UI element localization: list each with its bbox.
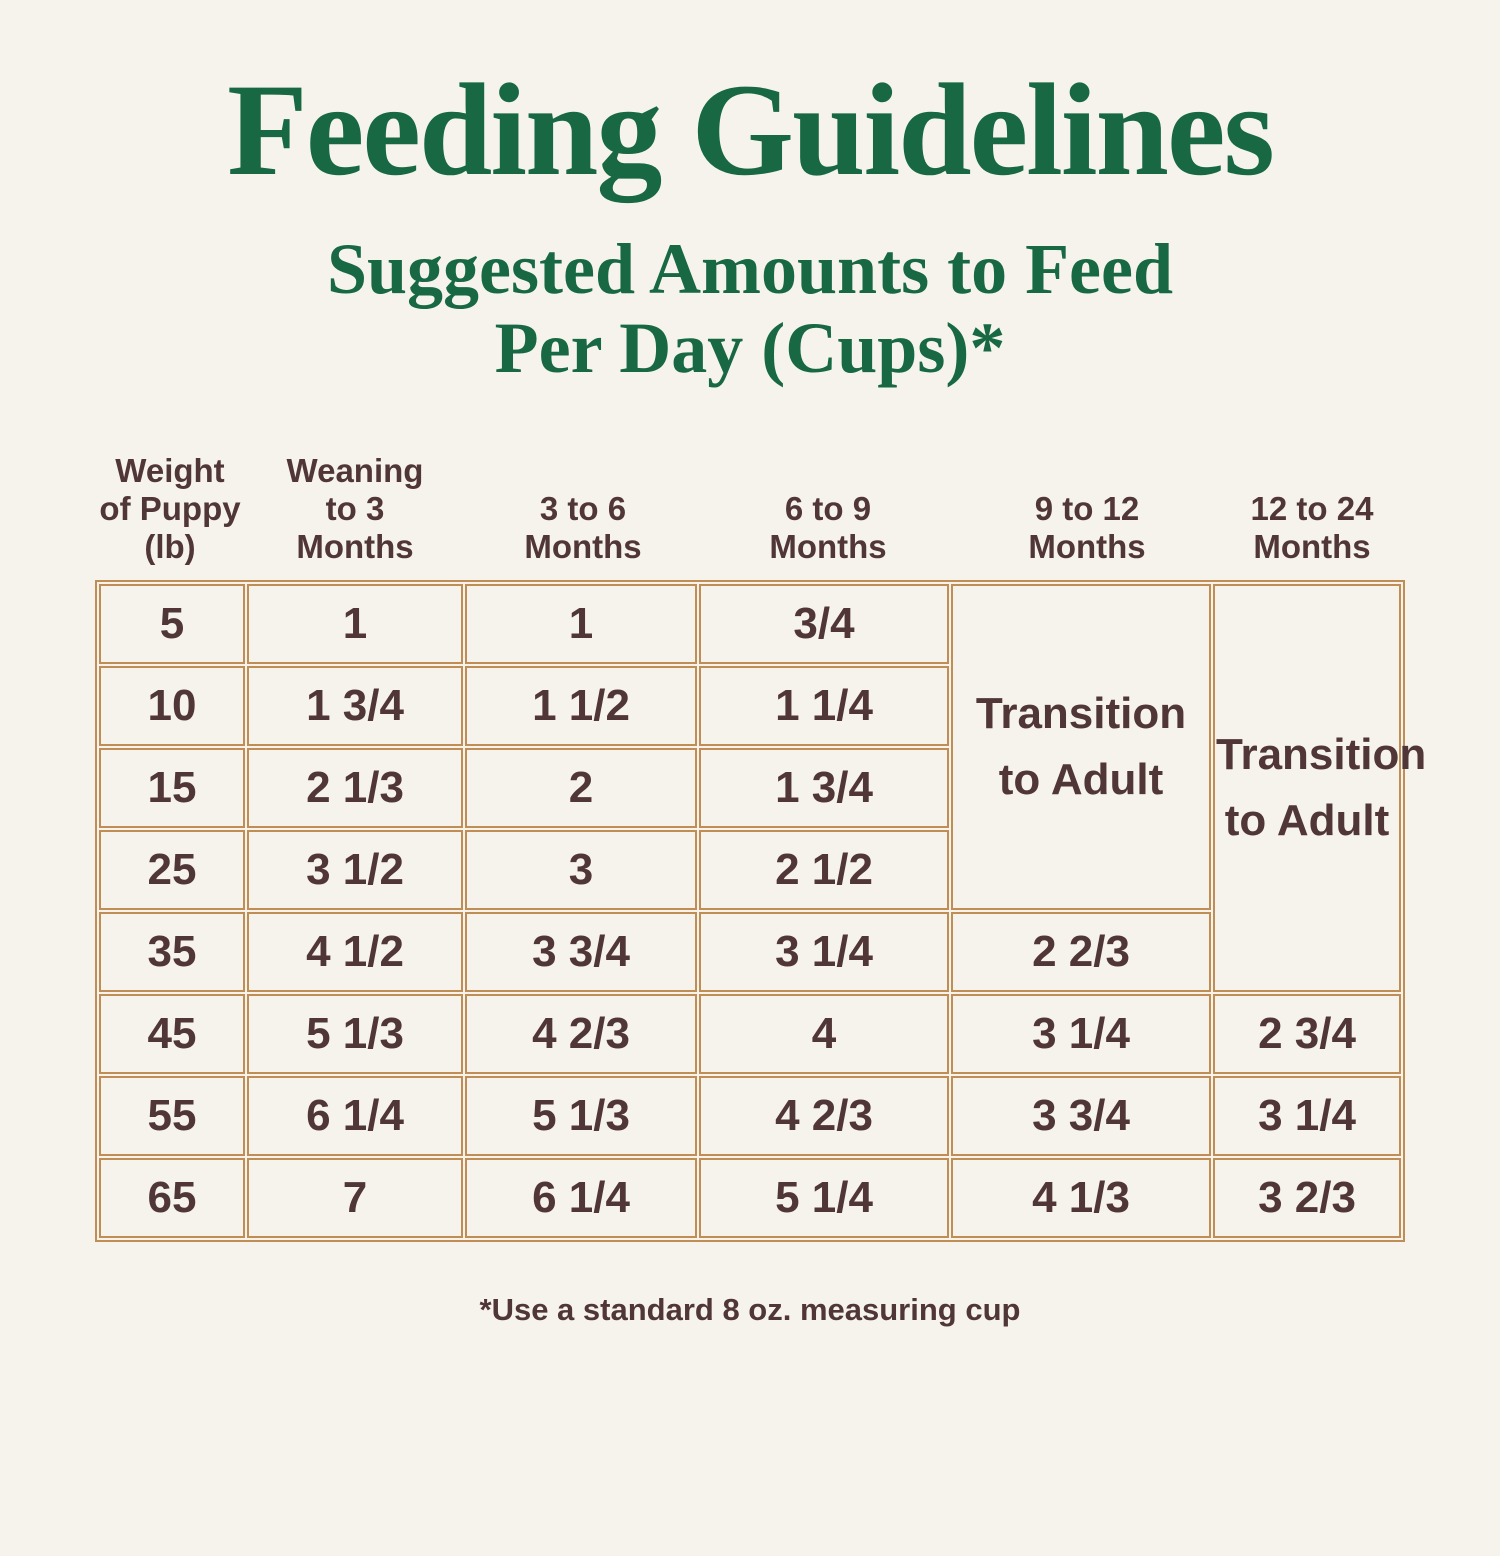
table-row: 15 2 1/3 2 1 3/4 [99,748,1401,829]
amount-cell: 3 2/3 [1213,1158,1401,1239]
amount-cell: 3 1/4 [699,912,949,993]
table-row: 25 3 1/2 3 2 1/2 [99,830,1401,911]
column-header-6-9-months: 6 to 9 Months [769,490,887,566]
page-title: Feeding Guidelines [227,56,1275,203]
column-header-weight: Weight of Puppy (lb) [99,452,241,566]
amount-cell: 4 1/2 [247,912,463,993]
amount-cell: 3 1/4 [951,994,1211,1075]
column-header-9-12-months: 9 to 12 Months [1028,490,1146,566]
transition-to-adult-cell-9-12: Transition to Adult [951,584,1211,911]
table-row: 5 1 1 3/4 Transition to Adult Transition… [99,584,1426,993]
table-row: 65 7 6 1/4 5 1/4 4 1/3 3 2/3 [99,1158,1401,1239]
amount-cell: 1 3/4 [699,748,949,829]
weight-cell: 25 [99,830,245,911]
amount-cell: 1 1/2 [465,666,697,747]
amount-cell: 1 [247,584,463,665]
amount-cell: 2 3/4 [1213,994,1401,1075]
amount-cell: 4 1/3 [951,1158,1211,1239]
amount-cell: 6 1/4 [247,1076,463,1157]
transition-to-adult-cell-12-24: Transition to Adult [1213,584,1426,993]
amount-cell: 3 3/4 [465,912,697,993]
amount-cell: 2 1/3 [247,748,463,829]
amount-cell: 4 [699,994,949,1075]
feeding-guidelines-card: Feeding Guidelines Suggested Amounts to … [0,56,1500,1328]
amount-cell: 6 1/4 [465,1158,697,1239]
amount-cell: 2 1/2 [699,830,949,911]
amount-cell: 3 [465,830,697,911]
table-row: 35 4 1/2 3 3/4 3 1/4 2 2/3 [99,912,1401,993]
amount-cell: 2 [465,748,697,829]
amount-cell: 3/4 [699,584,949,665]
weight-cell: 45 [99,994,245,1075]
weight-cell: 5 [99,584,245,665]
weight-cell: 55 [99,1076,245,1157]
table-row: 10 1 3/4 1 1/2 1 1/4 [99,666,1401,747]
weight-cell: 10 [99,666,245,747]
amount-cell: 1 1/4 [699,666,949,747]
amount-cell: 7 [247,1158,463,1239]
column-header-12-24-months: 12 to 24 Months [1250,490,1374,566]
amount-cell: 5 1/3 [247,994,463,1075]
table-header-row: Weight of Puppy (lb) Weaning to 3 Months… [95,452,1405,580]
amount-cell: 3 1/2 [247,830,463,911]
amount-cell: 2 2/3 [951,912,1211,993]
amount-cell: 4 2/3 [699,1076,949,1157]
column-header-3-6-months: 3 to 6 Months [524,490,642,566]
page-subtitle: Suggested Amounts to Feed Per Day (Cups)… [326,228,1174,389]
weight-cell: 15 [99,748,245,829]
amount-cell: 1 3/4 [247,666,463,747]
amount-cell: 5 1/4 [699,1158,949,1239]
amount-cell: 3 3/4 [951,1076,1211,1157]
amount-cell: 5 1/3 [465,1076,697,1157]
amount-cell: 4 2/3 [465,994,697,1075]
feeding-table: 5 1 1 3/4 Transition to Adult Transition… [95,580,1426,1243]
column-header-weaning-3m: Weaning to 3 Months [286,452,424,566]
weight-cell: 65 [99,1158,245,1239]
table-row: 55 6 1/4 5 1/3 4 2/3 3 3/4 3 1/4 [99,1076,1401,1157]
footnote: *Use a standard 8 oz. measuring cup [479,1292,1021,1328]
weight-cell: 35 [99,912,245,993]
amount-cell: 1 [465,584,697,665]
table-row: 45 5 1/3 4 2/3 4 3 1/4 2 3/4 [99,994,1401,1075]
amount-cell: 3 1/4 [1213,1076,1401,1157]
